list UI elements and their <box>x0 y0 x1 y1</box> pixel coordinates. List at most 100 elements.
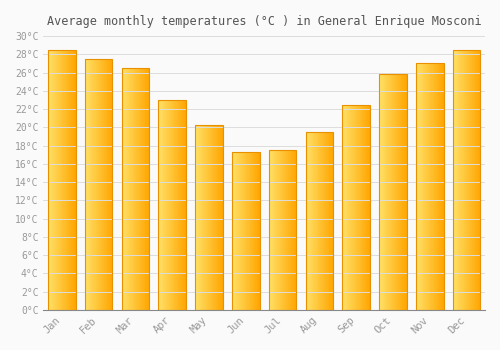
Bar <box>391 75 392 310</box>
Bar <box>138 68 140 310</box>
Bar <box>172 100 174 310</box>
Bar <box>244 152 246 310</box>
Bar <box>399 75 400 310</box>
Bar <box>136 68 137 310</box>
Bar <box>278 150 280 310</box>
Bar <box>438 63 440 310</box>
Bar <box>427 63 428 310</box>
Bar <box>139 68 140 310</box>
Bar <box>122 68 124 310</box>
Bar <box>364 105 365 310</box>
Bar <box>453 50 454 310</box>
Bar <box>158 100 159 310</box>
Bar <box>218 125 219 310</box>
Bar <box>390 75 391 310</box>
Bar <box>404 75 405 310</box>
Bar <box>286 150 287 310</box>
Bar <box>198 125 199 310</box>
Bar <box>355 105 356 310</box>
Bar <box>318 132 319 310</box>
Bar <box>243 152 244 310</box>
Bar <box>97 59 98 310</box>
Bar <box>258 152 259 310</box>
Bar <box>100 59 101 310</box>
Bar <box>184 100 185 310</box>
Bar <box>249 152 250 310</box>
Bar <box>234 152 236 310</box>
Bar <box>123 68 124 310</box>
Bar <box>275 150 276 310</box>
Bar <box>54 50 55 310</box>
Bar <box>143 68 144 310</box>
Bar <box>206 125 207 310</box>
Bar <box>88 59 90 310</box>
Bar <box>418 63 419 310</box>
Bar <box>314 132 315 310</box>
Bar <box>215 125 216 310</box>
Bar <box>89 59 90 310</box>
Bar <box>101 59 102 310</box>
Bar <box>237 152 238 310</box>
Bar <box>443 63 444 310</box>
Bar <box>398 75 399 310</box>
Bar <box>141 68 142 310</box>
Bar <box>196 125 197 310</box>
Bar <box>402 75 403 310</box>
Bar <box>453 50 480 310</box>
Bar <box>367 105 368 310</box>
Bar <box>366 105 367 310</box>
Bar <box>146 68 147 310</box>
Bar <box>454 50 455 310</box>
Bar <box>208 125 209 310</box>
Bar <box>107 59 108 310</box>
Bar <box>135 68 136 310</box>
Bar <box>50 50 51 310</box>
Bar <box>145 68 146 310</box>
Bar <box>239 152 240 310</box>
Bar <box>467 50 468 310</box>
Bar <box>134 68 135 310</box>
Bar <box>49 50 50 310</box>
Bar <box>315 132 316 310</box>
Bar <box>362 105 363 310</box>
Bar <box>183 100 184 310</box>
Bar <box>329 132 330 310</box>
Bar <box>62 50 63 310</box>
Bar <box>176 100 177 310</box>
Bar <box>96 59 97 310</box>
Bar <box>110 59 112 310</box>
Bar <box>131 68 132 310</box>
Bar <box>246 152 247 310</box>
Bar <box>311 132 312 310</box>
Bar <box>245 152 246 310</box>
Bar <box>387 75 388 310</box>
Bar <box>403 75 404 310</box>
Bar <box>278 150 279 310</box>
Bar <box>476 50 477 310</box>
Bar <box>330 132 331 310</box>
Bar <box>210 125 212 310</box>
Bar <box>353 105 354 310</box>
Bar <box>352 105 353 310</box>
Bar <box>219 125 220 310</box>
Bar <box>394 75 396 310</box>
Bar <box>324 132 325 310</box>
Bar <box>126 68 127 310</box>
Bar <box>428 63 430 310</box>
Bar <box>148 68 149 310</box>
Bar <box>342 105 370 310</box>
Bar <box>470 50 471 310</box>
Bar <box>280 150 281 310</box>
Bar <box>322 132 324 310</box>
Bar <box>160 100 161 310</box>
Bar <box>93 59 94 310</box>
Bar <box>185 100 186 310</box>
Bar <box>274 150 275 310</box>
Bar <box>109 59 110 310</box>
Bar <box>400 75 402 310</box>
Bar <box>308 132 309 310</box>
Bar <box>293 150 294 310</box>
Bar <box>434 63 435 310</box>
Bar <box>171 100 172 310</box>
Bar <box>392 75 393 310</box>
